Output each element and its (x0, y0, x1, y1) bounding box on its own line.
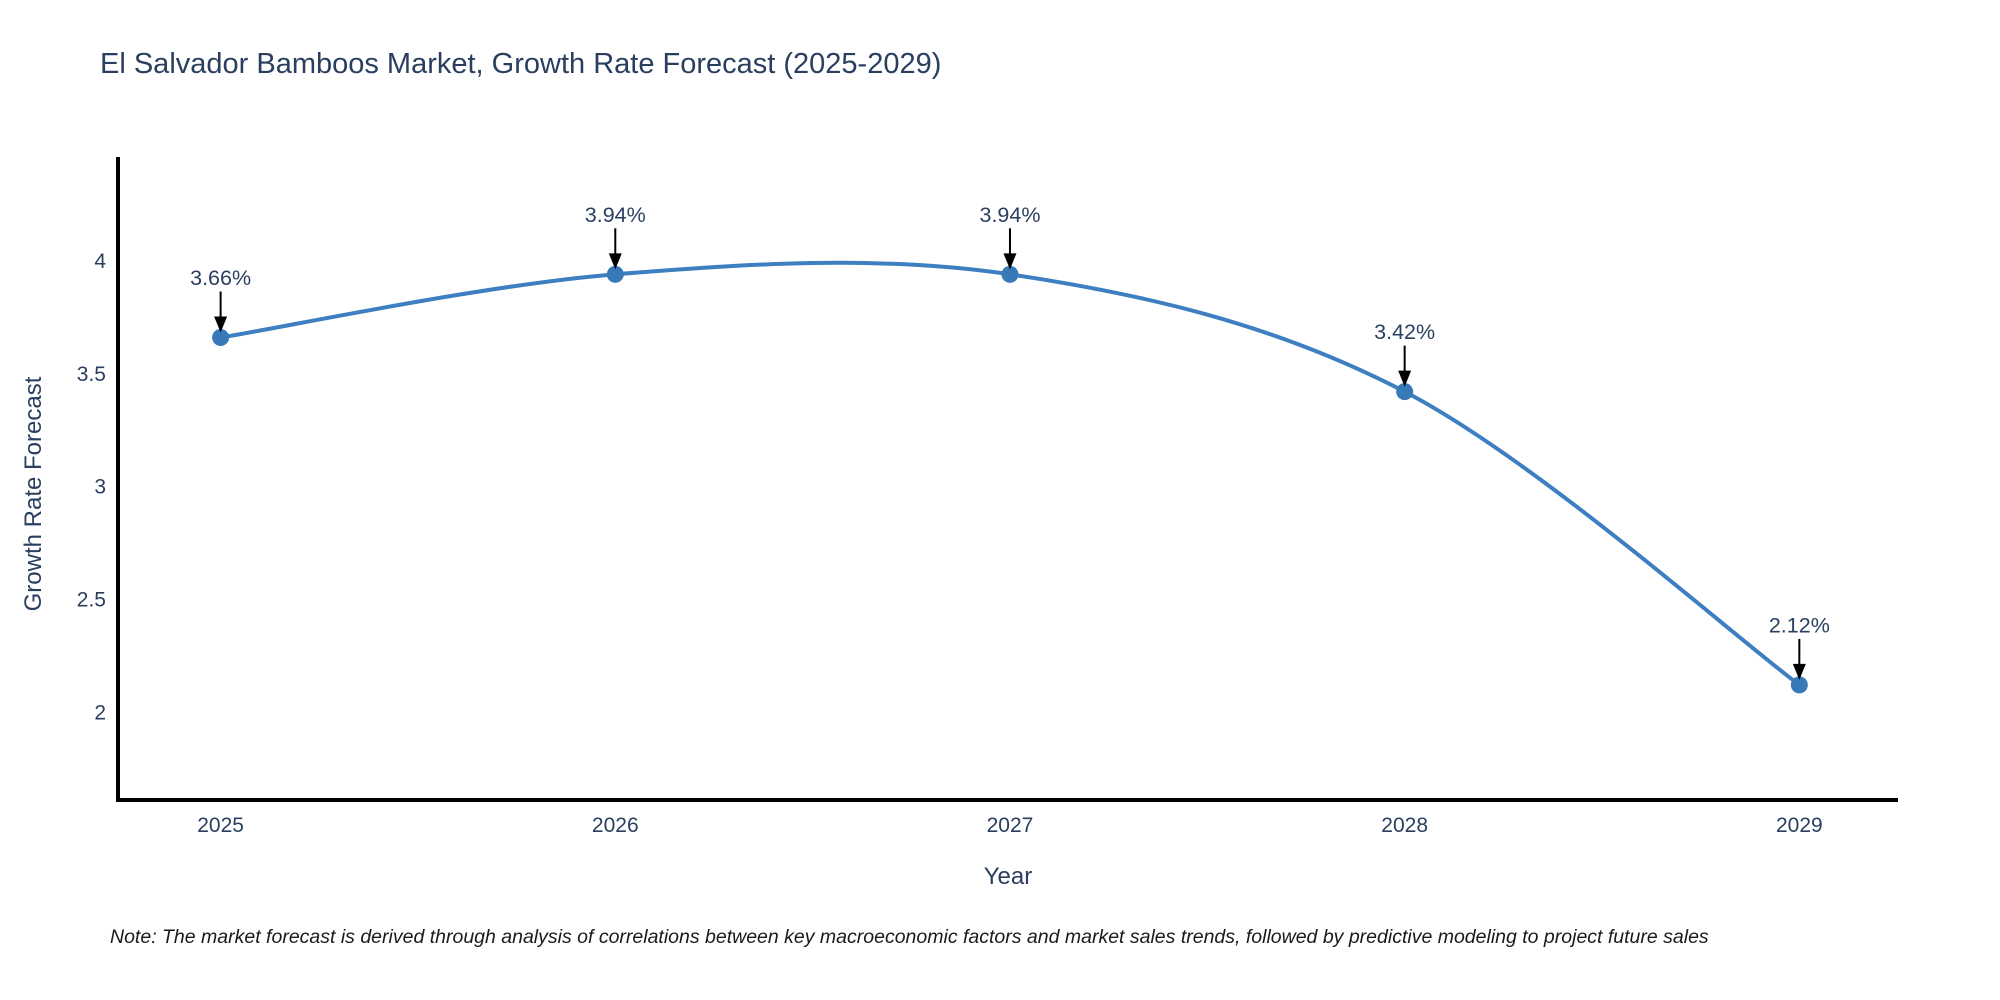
annotation-label: 3.42% (1374, 320, 1435, 344)
data-point-marker (1396, 383, 1414, 401)
axis-lines (116, 157, 1898, 802)
x-tick-label: 2029 (1776, 814, 1823, 837)
y-tick-label: 2.5 (77, 589, 106, 612)
annotation-arrowhead (1003, 253, 1017, 270)
annotation-arrowhead (608, 253, 622, 270)
annotation-arrowhead (1792, 663, 1806, 680)
annotation-arrowhead (214, 316, 228, 333)
annotation-arrowhead (1398, 370, 1412, 387)
chart-title: El Salvador Bamboos Market, Growth Rate … (100, 48, 942, 80)
x-tick-label: 2026 (592, 814, 639, 837)
x-tick-label: 2025 (197, 814, 244, 837)
y-tick-label: 3.5 (77, 363, 106, 386)
y-tick-label: 2 (94, 701, 106, 724)
x-axis-title: Year (983, 863, 1033, 890)
y-tick-label: 4 (94, 250, 106, 273)
y-axis-title: Growth Rate Forecast (20, 376, 47, 612)
footnote: Note: The market forecast is derived thr… (110, 926, 1709, 948)
y-tick-label: 3 (94, 476, 106, 499)
data-point-marker (1790, 676, 1808, 694)
annotation-label: 3.94% (979, 203, 1040, 227)
x-tick-label: 2027 (987, 814, 1034, 837)
data-point-marker (606, 265, 624, 283)
data-point-marker (1001, 265, 1019, 283)
x-tick-label: 2028 (1381, 814, 1428, 837)
annotation-label: 2.12% (1769, 613, 1830, 637)
annotation-label: 3.66% (190, 266, 251, 290)
annotation-label: 3.94% (585, 203, 646, 227)
data-point-marker (212, 328, 230, 346)
forecast-line (218, 260, 1802, 687)
